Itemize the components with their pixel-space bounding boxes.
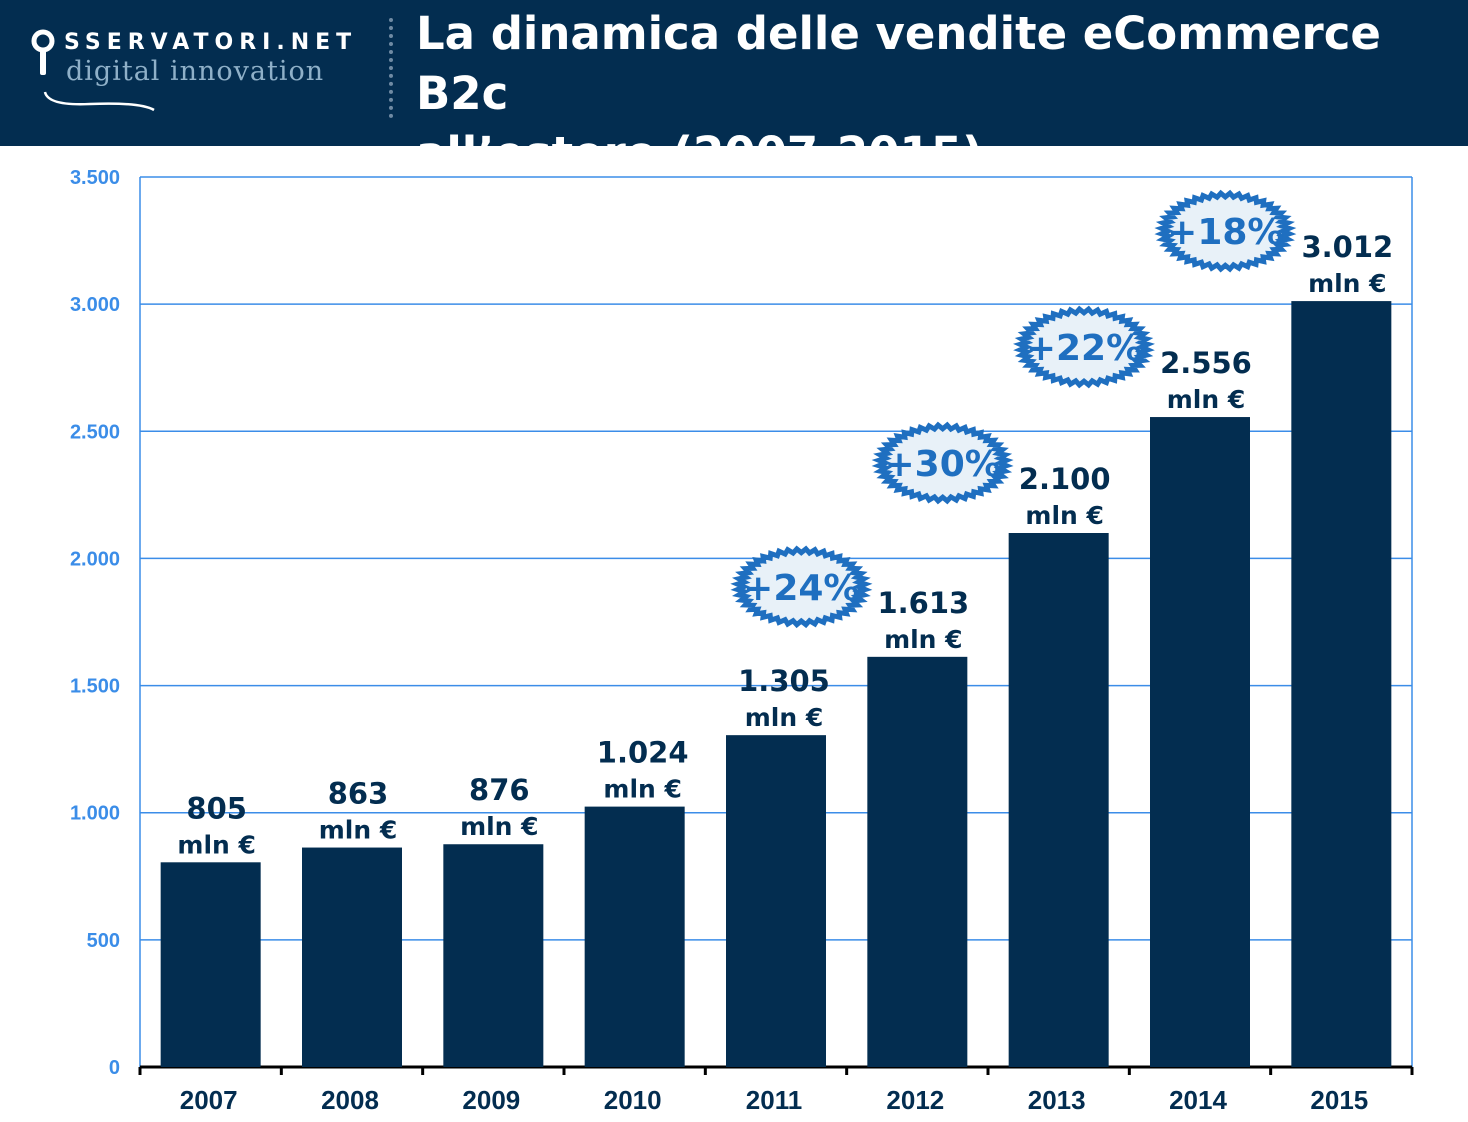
y-tick-label: 3.000 [70,294,120,316]
x-tick-label: 2007 [180,1085,238,1115]
logo-text-bottom: digital innovation [66,56,325,87]
y-tick-label: 1.500 [70,676,120,698]
growth-badge-label: +24% [743,568,859,609]
data-label-unit: mln € [460,812,539,841]
x-tick-label: 2012 [886,1085,944,1115]
y-tick-label: 2.500 [70,421,120,443]
header-divider [389,18,393,118]
x-tick-label: 2014 [1169,1085,1227,1115]
bar-chart: 0 500 1.000 1.500 2.000 2.500 3.000 3.500 2007 80… [70,167,1414,1115]
data-label-value: 2.100 [1019,462,1111,496]
bar-2007 [160,862,261,1067]
x-tick-label: 2011 [746,1085,802,1115]
growth-badge [730,545,873,629]
bar-2012 [867,656,968,1067]
x-tick-label: 2008 [321,1085,379,1115]
data-label-unit: mln € [745,703,824,732]
growth-badge [1013,305,1155,389]
growth-badge-label: +30% [884,444,1000,485]
x-tick-label: 2013 [1028,1085,1086,1115]
data-label-unit: mln € [319,816,398,845]
growth-badge [871,421,1014,505]
bar-2013 [1008,533,1109,1067]
y-tick-label: 500 [87,930,120,952]
logo-text-top: SSERVATORI.NET [64,30,358,55]
bar-2009 [443,844,544,1067]
data-label-value: 1.024 [597,736,689,770]
bar-2008 [302,847,402,1067]
y-tick-label: 2.000 [70,548,120,570]
growth-badge-label: +22% [1026,328,1142,369]
data-label-unit: mln € [884,625,963,654]
y-tick-label: 3.500 [70,167,120,189]
data-label-unit: mln € [603,775,682,804]
bar-2011 [726,735,826,1067]
data-label-unit: mln € [177,830,256,859]
data-label-value: 863 [328,777,389,811]
header: SSERVATORI.NET digital innovation La din… [0,0,1468,180]
x-tick-label: 2009 [462,1085,520,1115]
data-label-value: 805 [186,791,247,825]
y-tick-label: 0 [109,1057,120,1079]
magnifier-logo-icon [31,29,155,112]
data-label-value: 3.012 [1301,230,1393,264]
data-label-unit: mln € [1025,501,1104,530]
data-label-value: 2.556 [1160,346,1252,380]
data-label-unit: mln € [1167,385,1246,414]
data-label-value: 1.305 [738,664,830,698]
y-tick-label: 1.000 [70,803,120,825]
data-label-value: 876 [469,773,530,807]
data-label-unit: mln € [1308,269,1387,298]
bar-2014 [1150,417,1250,1067]
growth-badge [1154,189,1297,273]
x-tick-label: 2015 [1310,1085,1368,1115]
growth-badge-label: +18% [1167,212,1283,253]
bar-2015 [1291,301,1392,1067]
data-label-value: 1.613 [877,586,969,620]
page-title: La dinamica delle vendite eCommerce B2c … [416,7,1381,180]
x-tick-label: 2010 [604,1085,662,1115]
bar-2010 [584,806,685,1067]
